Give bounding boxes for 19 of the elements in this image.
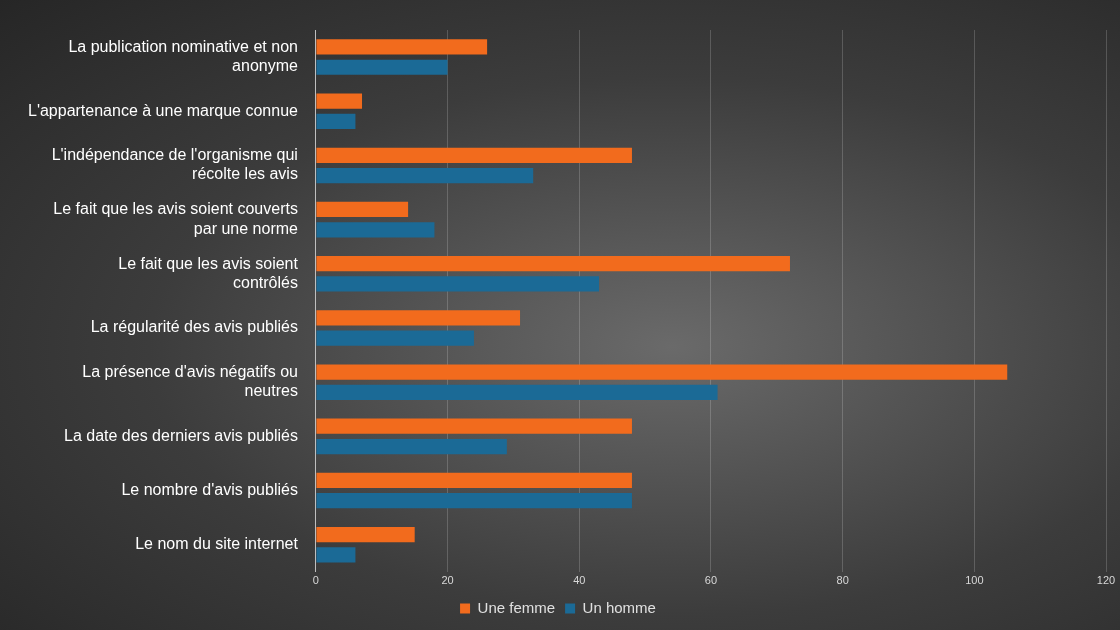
y-tick-label: Le nombre d'avis publiés <box>121 480 298 498</box>
x-tick-label: 40 <box>573 574 586 587</box>
x-tick-label: 20 <box>441 574 454 587</box>
x-tick-label: 120 <box>1096 574 1116 587</box>
y-tick-label: Le fait que les avis soient contrôlés <box>118 254 299 291</box>
x-tick-label: 100 <box>965 574 984 587</box>
y-tick-label: La publication nominative et non anonyme <box>68 37 299 75</box>
y-tick-label: La présence d'avis négatifs ou neutres <box>82 362 298 400</box>
y-tick-label: Le fait que les avis soient couverts par une norme <box>53 200 299 237</box>
y-tick-label: Le nom du site internet <box>135 535 299 553</box>
y-tick-label: La régularité des avis publiés <box>90 318 298 336</box>
y-tick-label: L'indépendance de l'organisme qui récolte les avis <box>51 146 298 183</box>
x-tick-label: 80 <box>836 574 849 587</box>
legend-label: Un homme <box>582 598 656 616</box>
x-tick-label: 60 <box>704 574 718 587</box>
y-tick-label: L'appartenance à une marque connue <box>27 101 299 119</box>
legend-label: Une femme <box>477 598 556 616</box>
y-tick-label: La date des derniers avis publiés <box>64 426 298 444</box>
x-tick-label: 0 <box>312 574 319 587</box>
